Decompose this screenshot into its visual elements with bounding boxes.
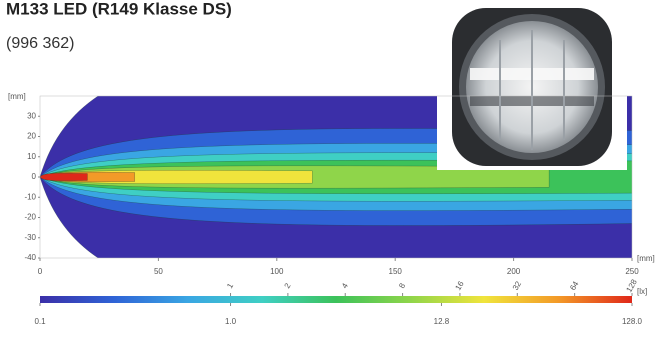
colorbar-level-label: 16 <box>453 279 466 292</box>
x-tick-label: 250 <box>625 267 639 276</box>
y-axis-label: [mm] <box>8 92 26 101</box>
y-tick-label: -30 <box>24 233 36 242</box>
colorbar-level-label: 1 <box>225 281 235 290</box>
x-tick-label: 200 <box>507 267 521 276</box>
colorbar-tick-label: 0.1 <box>34 317 46 326</box>
x-tick-label: 50 <box>154 267 163 276</box>
colorbar-level-label: 4 <box>340 281 350 290</box>
colorbar-tick-label: 128.0 <box>622 317 643 326</box>
y-tick-label: 20 <box>27 132 36 141</box>
x-tick-label: 150 <box>389 267 403 276</box>
contour-band <box>40 173 88 181</box>
x-tick-label: 0 <box>38 267 43 276</box>
x-axis-label: [mm] <box>637 254 655 263</box>
product-photo <box>437 3 627 170</box>
colorbar-level-label: 32 <box>511 279 524 292</box>
subtitle: (996 362) <box>6 35 75 52</box>
colorbar-level-label: 8 <box>397 281 407 290</box>
y-tick-label: -40 <box>24 253 36 262</box>
title: M133 LED (R149 Klasse DS) <box>6 0 232 18</box>
y-tick-label: 0 <box>32 172 37 181</box>
colorbar-level-label: 2 <box>283 281 293 290</box>
colorbar-tick-label: 1.0 <box>225 317 237 326</box>
x-tick-label: 100 <box>270 267 284 276</box>
y-tick-label: 30 <box>27 111 36 120</box>
y-tick-label: 10 <box>27 152 36 161</box>
y-tick-label: -10 <box>24 192 36 201</box>
colorbar-label: [lx] <box>637 287 647 296</box>
colorbar-tick-label: 12.8 <box>434 317 450 326</box>
y-tick-label: -20 <box>24 213 36 222</box>
colorbar-level-label: 64 <box>568 279 581 292</box>
contour-plot <box>40 96 632 258</box>
colorbar <box>40 296 632 303</box>
